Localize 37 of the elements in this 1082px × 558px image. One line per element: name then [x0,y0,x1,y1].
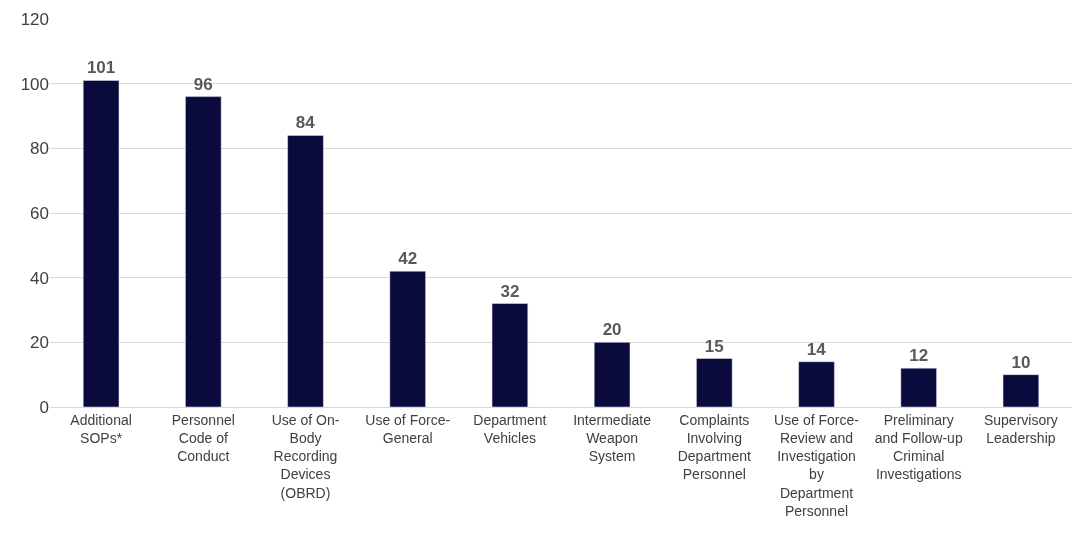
y-tick-label: 20 [30,333,49,353]
bar [389,270,426,407]
x-tick-label: Use of On- Body Recording Devices (OBRD) [271,411,340,501]
y-tick-label: 100 [20,74,49,94]
x-tick-label: Intermediate Weapon System [573,411,652,465]
data-label: 14 [806,339,827,359]
y-tick-label: 120 [20,9,49,29]
bar [593,342,631,407]
y-tick-label: 80 [30,139,49,159]
x-tick-label: Department Vehicles [473,411,547,446]
bar [696,358,733,407]
bar [287,135,324,407]
x-tick-label: Use of Force- Review and Investigation by Department Personnel [774,411,860,519]
x-tick-label: Use of Force- General [365,411,451,446]
bar [82,80,120,407]
data-label: 32 [500,281,520,301]
data-label: 96 [193,74,213,94]
data-label: 42 [398,249,418,269]
y-tick-label: 40 [30,268,49,288]
bar [1002,374,1040,407]
x-tick-label: Additional SOPs* [70,411,132,446]
y-tick-label: 60 [30,203,49,223]
data-label: 15 [704,336,724,356]
data-label: 10 [1011,352,1031,372]
bar [491,303,529,407]
data-label: 101 [86,58,116,78]
data-label: 20 [602,320,622,340]
y-tick-label: 0 [39,397,49,417]
bar [900,367,937,407]
x-tick-label: Complaints Involving Department Personnel [677,411,751,483]
data-label: 84 [295,113,316,133]
x-tick-label: Personnel Code of Conduct [171,411,235,465]
data-label: 12 [909,346,929,366]
bar [185,96,222,407]
x-tick-label: Preliminary and Follow-up Criminal Investigations [874,411,963,483]
bar [798,361,835,407]
x-tick-label: Supervisory Leadership [983,411,1058,446]
